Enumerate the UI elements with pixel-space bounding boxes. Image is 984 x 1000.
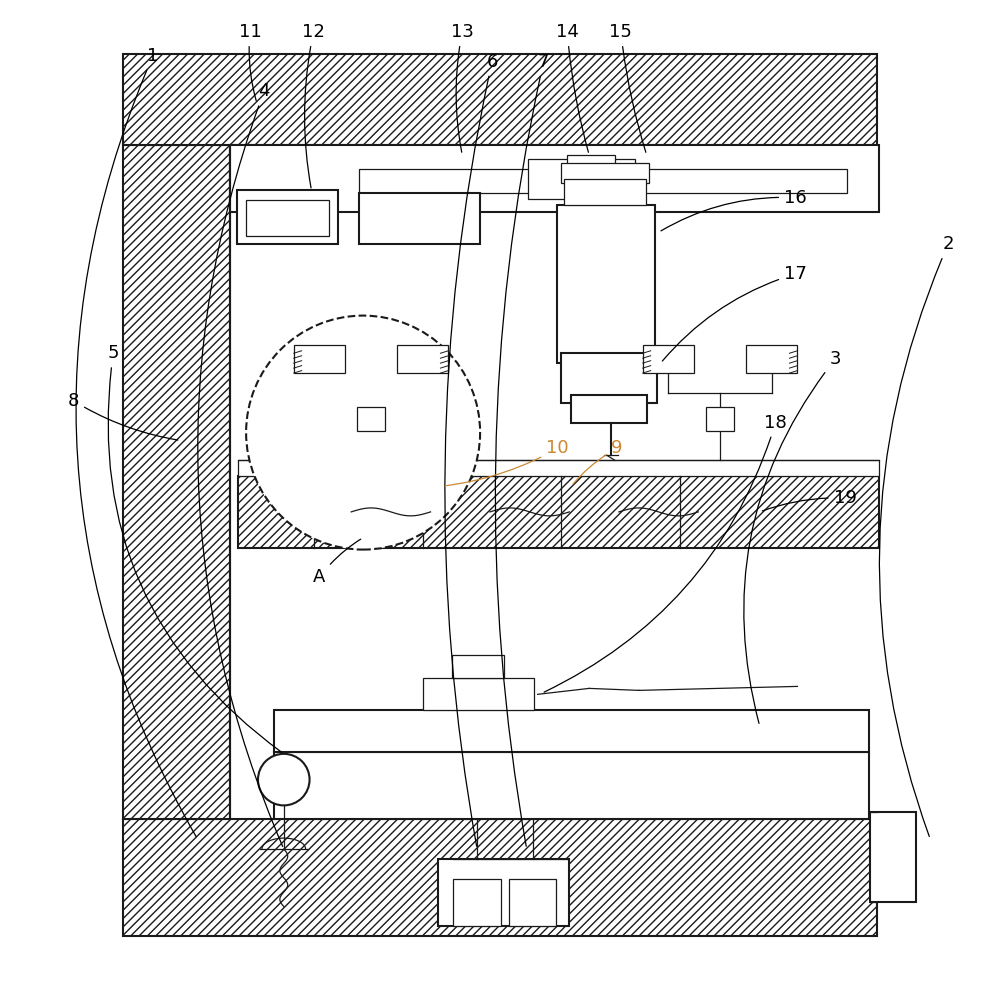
Bar: [562, 163, 648, 183]
Bar: [123, 145, 230, 819]
Bar: [746, 345, 797, 373]
Text: 6: 6: [445, 53, 498, 846]
Text: 2: 2: [880, 235, 953, 836]
Bar: [359, 169, 847, 193]
Bar: [572, 395, 646, 423]
Text: 3: 3: [744, 350, 840, 723]
Bar: [643, 345, 695, 373]
Bar: [422, 678, 533, 710]
Bar: [397, 345, 449, 373]
Text: 15: 15: [609, 23, 646, 152]
Bar: [562, 353, 656, 403]
Bar: [357, 407, 385, 431]
Text: 5: 5: [107, 344, 281, 752]
Bar: [238, 476, 879, 548]
Bar: [230, 145, 879, 212]
Bar: [359, 193, 480, 244]
Bar: [237, 190, 338, 244]
Bar: [439, 859, 570, 926]
Text: 4: 4: [198, 82, 282, 846]
Bar: [123, 819, 877, 936]
Circle shape: [258, 754, 310, 805]
Bar: [527, 159, 635, 199]
Text: 9: 9: [573, 439, 623, 484]
Text: 17: 17: [662, 265, 807, 361]
Text: 10: 10: [445, 439, 569, 486]
Bar: [274, 710, 869, 752]
Text: 11: 11: [239, 23, 262, 101]
Bar: [565, 179, 646, 205]
Text: 14: 14: [556, 23, 588, 152]
Bar: [123, 54, 877, 145]
Text: 7: 7: [495, 53, 549, 846]
Text: 8: 8: [68, 392, 178, 440]
Text: 13: 13: [451, 23, 473, 152]
Bar: [454, 879, 501, 926]
Bar: [274, 752, 869, 819]
Text: 1: 1: [76, 47, 196, 837]
Text: 18: 18: [544, 414, 787, 692]
Bar: [453, 655, 504, 678]
Text: 19: 19: [763, 489, 856, 511]
Text: 16: 16: [661, 189, 807, 231]
Bar: [870, 812, 916, 902]
Bar: [568, 155, 615, 177]
Bar: [293, 345, 345, 373]
Text: A: A: [313, 539, 361, 586]
Text: 12: 12: [302, 23, 325, 188]
Circle shape: [246, 316, 480, 550]
Bar: [558, 205, 654, 363]
Bar: [509, 879, 556, 926]
Bar: [707, 407, 734, 431]
Bar: [246, 200, 330, 236]
Bar: [238, 460, 879, 476]
